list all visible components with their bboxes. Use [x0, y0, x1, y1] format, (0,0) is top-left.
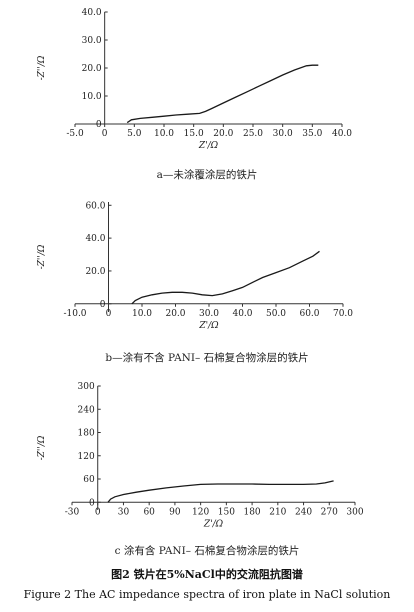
x-tick-label: 40.0 [332, 129, 352, 139]
y-axis-label: -Z''/Ω [37, 435, 47, 460]
caption-c: c 涂有含 PANI– 石棉复合物涂层的铁片 [115, 544, 300, 557]
y-tick-label: 180 [78, 429, 95, 439]
figure-title-en: Figure 2 The AC impedance spectra of iro… [24, 588, 391, 601]
x-tick-label: -10.0 [63, 309, 86, 319]
x-tick-label: 270 [321, 507, 338, 517]
x-tick-label: 0 [106, 309, 112, 319]
caption-a: a—未涂覆涂层的铁片 [157, 168, 258, 181]
x-tick-label: 30.0 [199, 309, 219, 319]
x-tick-label: 70.0 [333, 309, 353, 319]
x-tick-label: 10.0 [132, 309, 152, 319]
x-tick-label: 15.0 [184, 129, 204, 139]
y-tick-label: 40.0 [82, 8, 102, 18]
x-tick-label: 10.0 [154, 129, 174, 139]
impedance-curve [131, 250, 320, 305]
y-tick-label: 20.0 [85, 267, 105, 277]
y-tick-label: 60.0 [85, 201, 105, 211]
y-tick-label: 0 [96, 120, 102, 130]
plot-a: 0 10.0 20.0 30.0 40.0 -5.0 0 5.0 10.0 15.0 20.0 25.… [37, 8, 352, 151]
x-tick-label: -30 [65, 507, 80, 517]
y-tick-label: 10.0 [82, 92, 102, 102]
x-tick-label: 150 [218, 507, 235, 517]
y-tick-label: 120 [78, 452, 95, 462]
x-tick-label: 20.0 [165, 309, 185, 319]
y-tick-label: 30.0 [82, 36, 102, 46]
y-axis-label: -Z''/Ω [37, 55, 47, 80]
x-tick-label: 210 [269, 507, 286, 517]
x-tick-label: 5.0 [127, 129, 142, 139]
plot-c: 0 60 120 180 240 300 -30 0 30 60 90 120 150 180 210 240… [37, 382, 364, 529]
x-tick-label: -5.0 [66, 129, 84, 139]
x-tick-label: 300 [346, 507, 363, 517]
y-tick-label: 0 [100, 300, 106, 310]
y-tick-label: 240 [78, 405, 95, 415]
x-tick-label: 30 [118, 507, 130, 517]
x-tick-label: 60.0 [299, 309, 319, 319]
y-tick-label: 0 [89, 498, 95, 508]
x-axis-label: Z'/Ω [198, 141, 219, 151]
impedance-curve [107, 480, 334, 503]
x-tick-label: 120 [192, 507, 209, 517]
x-tick-label: 35.0 [302, 129, 322, 139]
x-tick-label: 50.0 [266, 309, 286, 319]
x-tick-label: 20.0 [213, 129, 233, 139]
x-axis-label: Z'/Ω [198, 321, 219, 331]
y-tick-label: 300 [78, 382, 95, 392]
y-axis-label: -Z''/Ω [37, 244, 47, 269]
x-tick-label: 40.0 [232, 309, 252, 319]
y-tick-label: 20.0 [82, 64, 102, 74]
impedance-curve [126, 64, 319, 124]
y-tick-label: 40.0 [85, 234, 105, 244]
caption-b: b—涂有不含 PANI– 石棉复合物涂层的铁片 [105, 351, 308, 364]
x-tick-label: 90 [169, 507, 181, 517]
plot-b: 0 20.0 40.0 60.0 -10.0 0 10.0 20.0 30.0 40.0 50.0 6… [37, 201, 353, 331]
x-tick-label: 0 [95, 507, 101, 517]
figure-title-cn: 图2 铁片在5%NaCl中的交流阻抗图谱 [111, 567, 303, 581]
y-tick-label: 60 [83, 475, 95, 485]
x-tick-label: 0 [102, 129, 108, 139]
x-tick-label: 240 [295, 507, 312, 517]
x-tick-label: 180 [243, 507, 260, 517]
x-tick-label: 60 [143, 507, 155, 517]
x-tick-label: 30.0 [273, 129, 293, 139]
x-axis-label: Z'/Ω [203, 519, 224, 529]
x-tick-label: 25.0 [243, 129, 263, 139]
